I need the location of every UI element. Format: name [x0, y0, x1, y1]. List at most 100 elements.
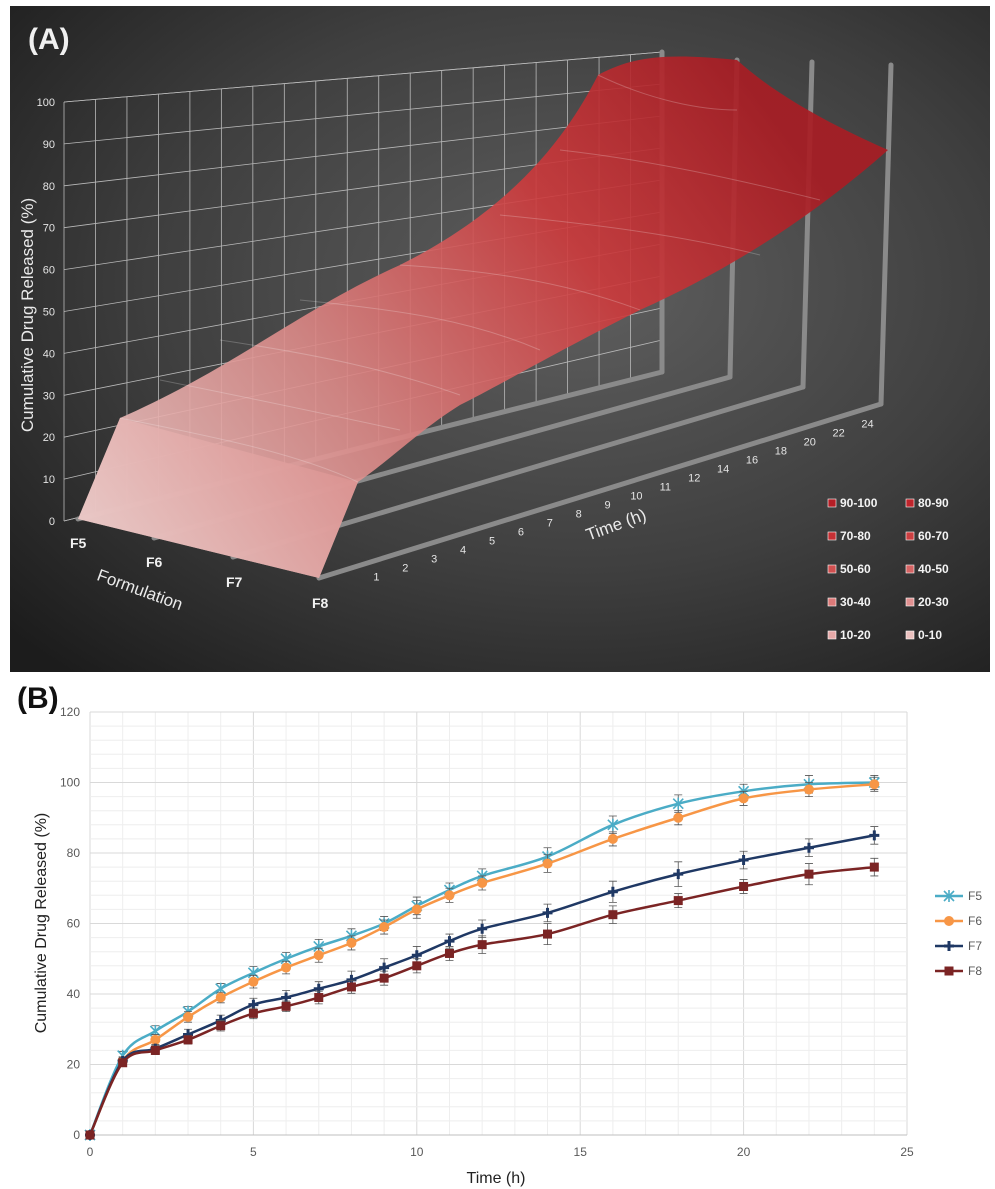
data-point-f6 [150, 1034, 161, 1045]
y-tick-label: 70 [43, 223, 55, 235]
formulation-label-f8: F8 [312, 595, 329, 611]
data-point-f5 [672, 797, 684, 810]
x-tick-label: 25 [900, 1145, 914, 1159]
data-point-f7 [607, 886, 618, 897]
legend-label: F5 [968, 889, 982, 903]
legend-swatch [905, 630, 915, 640]
legend-item-f5: F5 [935, 889, 982, 903]
y-axis-ticks: 0 10 20 30 40 50 60 70 80 90 100 [37, 97, 55, 528]
data-point-f6 [869, 779, 880, 790]
legend-swatch [905, 564, 915, 574]
data-point-f8 [183, 1035, 193, 1045]
panel-a-label: (A) [28, 23, 70, 56]
formulation-label-f5: F5 [70, 535, 87, 551]
y-tick-label: 0 [73, 1128, 80, 1142]
data-point-f6 [477, 877, 488, 888]
time-tick-label: 22 [833, 428, 845, 440]
legend-label: 60-70 [918, 529, 949, 543]
series-f8 [85, 857, 879, 1140]
data-point-f6 [444, 890, 455, 901]
legend-marker [944, 966, 954, 976]
data-point-f6 [607, 833, 618, 844]
y-tick-label: 10 [43, 474, 55, 486]
data-point-f6 [411, 904, 422, 915]
time-tick-label: 8 [576, 509, 582, 521]
series-f6 [85, 776, 880, 1140]
y-tick-label: 40 [67, 987, 81, 1001]
legend-label: 0-10 [918, 628, 942, 642]
data-point-f6 [803, 784, 814, 795]
legend-label: 30-40 [840, 595, 871, 609]
data-point-f6 [673, 812, 684, 823]
time-tick-label: 5 [489, 536, 495, 548]
y-tick-label: 60 [67, 917, 81, 931]
data-point-f6 [542, 858, 553, 869]
x-tick-label: 20 [737, 1145, 751, 1159]
legend-label: F8 [968, 964, 982, 978]
x-tick-label: 10 [410, 1145, 424, 1159]
time-tick-label: 3 [431, 554, 437, 566]
legend-swatch [827, 498, 837, 508]
legend-label: F7 [968, 939, 982, 953]
legend-swatch [905, 597, 915, 607]
y-tick-label: 50 [43, 307, 55, 319]
data-point-f8 [118, 1058, 128, 1068]
legend-swatch [905, 531, 915, 541]
time-tick-label: 6 [518, 527, 524, 539]
time-tick-label: 4 [460, 545, 466, 557]
surface [78, 56, 888, 578]
data-point-f7 [803, 842, 814, 853]
data-point-f8 [869, 862, 879, 872]
panel-b-legend: F5 F6 F7 F8 [935, 889, 982, 978]
data-point-f6 [215, 992, 226, 1003]
data-point-f8 [379, 973, 389, 983]
y-tick-label: 20 [67, 1058, 81, 1072]
panel-a-legend: 90-100 80-90 70-80 60-70 50-60 40-50 30-40 20-3… [827, 496, 949, 642]
time-tick-label: 14 [717, 464, 729, 476]
panel-b-axes: 0 5 10 15 20 25 0 20 40 60 80 100 120 [60, 705, 914, 1159]
y-tick-label: 80 [43, 181, 55, 193]
time-tick-label: 24 [861, 419, 873, 431]
data-point-f8 [248, 1008, 258, 1018]
legend-label: 70-80 [840, 529, 871, 543]
legend-swatch [905, 498, 915, 508]
legend-label: 50-60 [840, 562, 871, 576]
data-point-f8 [412, 961, 422, 971]
time-tick-label: 12 [688, 473, 700, 485]
legend-swatch [827, 531, 837, 541]
data-point-f8 [346, 982, 356, 992]
time-tick-label: 11 [660, 482, 671, 494]
y-tick-label: 80 [67, 846, 81, 860]
data-point-f7 [444, 936, 455, 947]
time-tick-label: 18 [775, 446, 787, 458]
legend-item-f7: F7 [935, 939, 982, 953]
time-tick-label: 10 [630, 491, 642, 503]
data-point-f8 [281, 1001, 291, 1011]
data-point-f6 [281, 962, 292, 973]
data-point-f8 [85, 1130, 95, 1140]
panel-b-grid [89, 711, 908, 1136]
legend-swatch [827, 564, 837, 574]
data-point-f8 [739, 881, 749, 891]
data-point-f7 [477, 923, 488, 934]
y-tick-label: 90 [43, 139, 55, 151]
formulation-label-f6: F6 [146, 554, 163, 570]
data-point-f8 [543, 929, 553, 939]
surface-top [78, 56, 888, 578]
legend-item-f8: F8 [935, 964, 982, 978]
legend-label: 10-20 [840, 628, 871, 642]
back-wall-gridline [63, 115, 663, 187]
time-tick-label: 2 [402, 563, 408, 575]
legend-marker [944, 941, 954, 951]
data-point-f6 [379, 922, 390, 933]
y-axis-title: Cumulative Drug Released (%) [18, 198, 37, 432]
back-wall-gridline [63, 51, 663, 103]
y-tick-label: 30 [43, 390, 55, 402]
data-point-f7 [542, 907, 553, 918]
formulation-labels: F5 F6 F7 F8 [70, 535, 329, 611]
data-point-f8 [216, 1021, 226, 1031]
legend-label: 90-100 [840, 496, 878, 510]
data-point-f7 [869, 830, 880, 841]
